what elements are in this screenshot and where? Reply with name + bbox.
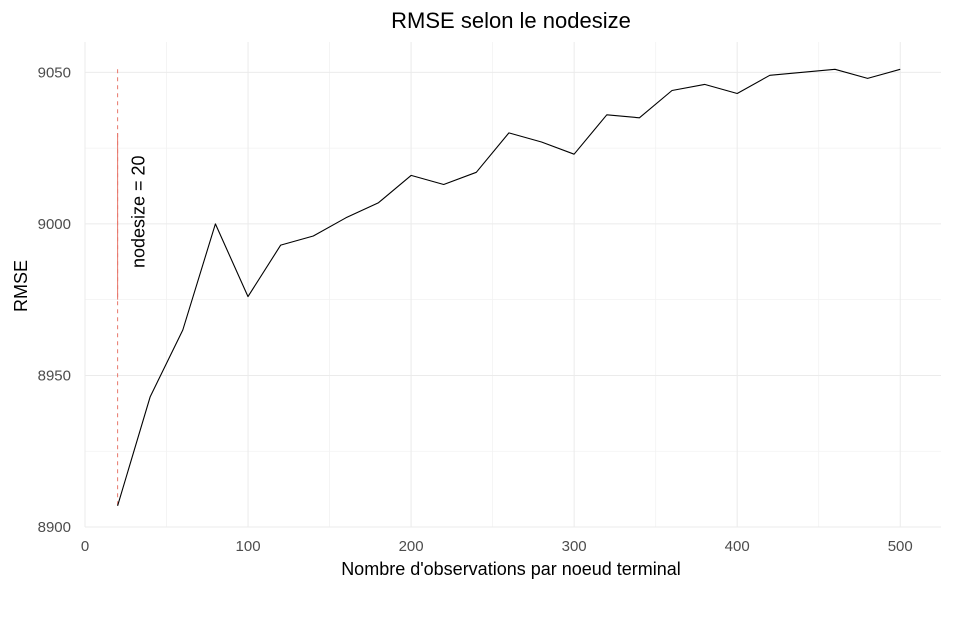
- y-axis-title: RMSE: [11, 260, 31, 312]
- y-tick-label: 9050: [38, 64, 71, 81]
- y-tick-label: 8950: [38, 367, 71, 384]
- nodesize-annotation: nodesize = 20: [117, 69, 149, 506]
- nodesize-label: nodesize = 20: [129, 155, 149, 268]
- minor-gridlines: [85, 42, 941, 527]
- chart-title: RMSE selon le nodesize: [391, 8, 631, 33]
- x-tick-label: 200: [399, 538, 424, 555]
- major-gridlines: [84, 42, 941, 528]
- tick-labels: 0 100 200 300 400 500 8900 8950 9000 9050: [38, 64, 913, 555]
- y-tick-label: 9000: [38, 216, 71, 233]
- series-layer: [117, 68, 901, 506]
- x-tick-label: 500: [888, 538, 913, 555]
- y-tick-label: 8900: [38, 519, 71, 536]
- rmse-series-line: [117, 68, 901, 506]
- x-tick-label: 300: [562, 538, 587, 555]
- x-tick-label: 400: [725, 538, 750, 555]
- x-axis-title: Nombre d'observations par noeud terminal: [341, 559, 681, 579]
- x-tick-label: 0: [81, 538, 89, 555]
- x-tick-label: 100: [236, 538, 261, 555]
